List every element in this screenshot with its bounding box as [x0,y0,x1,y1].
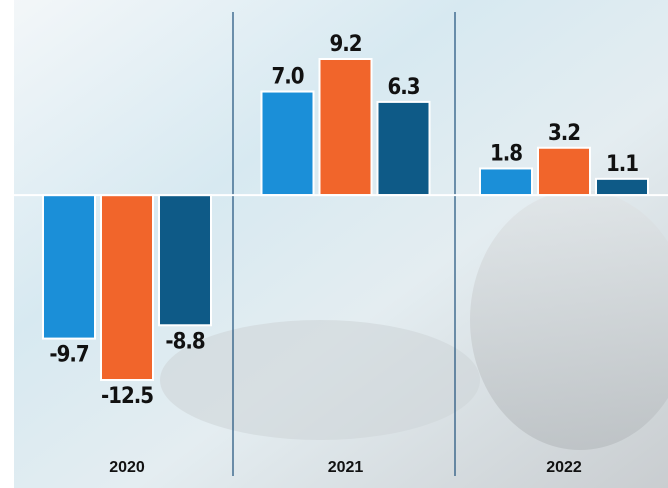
bar [537,146,591,197]
data-label: 9.2 [329,32,361,57]
bar [318,58,373,197]
bar [595,177,649,197]
coins-decoration [470,190,668,450]
data-label: -9.7 [49,343,89,368]
bar [158,194,212,327]
data-label: 3.2 [548,121,580,146]
data-label: 1.8 [490,141,522,166]
data-label: -8.8 [165,329,205,354]
bar [479,167,533,197]
data-label: -12.5 [101,384,153,409]
x-tick-label: 2021 [328,459,364,476]
plot-area: 2020 -9.7 -12.5 -8.8 2021 7.0 9.2 6.3 2022 1.8 3.2… [42,32,649,476]
x-tick-label: 2022 [546,459,582,476]
coins-decoration [160,320,480,440]
bar [376,100,431,197]
bar [260,90,315,197]
bar [42,194,96,340]
data-label: 7.0 [271,65,303,90]
left-strip [0,0,14,488]
x-tick-label: 2020 [109,459,145,476]
bar [100,194,154,381]
data-label: 1.1 [606,152,638,177]
data-label: 6.3 [387,75,419,100]
